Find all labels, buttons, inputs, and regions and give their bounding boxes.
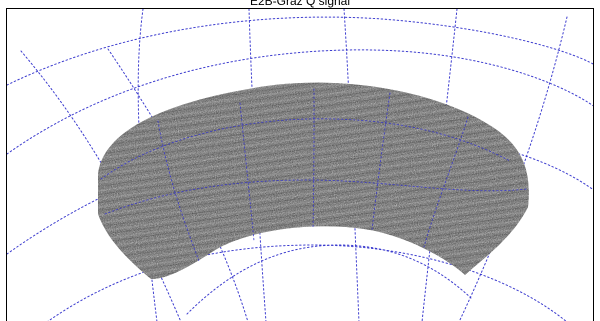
map-plot-frame — [6, 8, 594, 321]
graticule-line-front — [371, 92, 391, 231]
graticule-line-front — [423, 116, 469, 248]
graticule-line-front — [312, 88, 315, 228]
graticule-front — [100, 88, 528, 262]
graticule-line-back — [458, 16, 568, 321]
graticule-line-back — [7, 49, 593, 155]
sky-map — [7, 9, 593, 321]
graticule-line-front — [239, 102, 255, 242]
graticule-line-front — [157, 120, 200, 262]
map-title: E2B-Graz Q signal — [249, 0, 351, 8]
graticule-line-back — [47, 244, 567, 321]
graticule-line-back — [20, 50, 182, 321]
graticule-line-front — [100, 118, 511, 180]
graticule-line-back — [186, 244, 473, 315]
graticule-line-back — [7, 16, 593, 86]
graticule-line-front — [104, 179, 528, 215]
